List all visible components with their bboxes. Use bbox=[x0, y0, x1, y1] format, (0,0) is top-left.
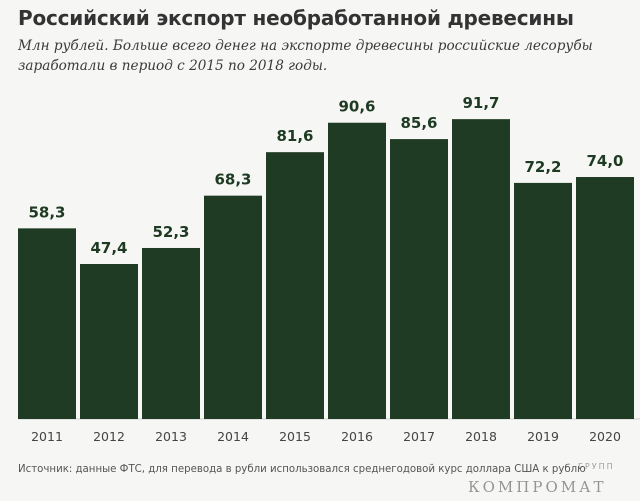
value-label-2015: 81,6 bbox=[276, 127, 313, 145]
value-label-2018: 91,7 bbox=[462, 94, 499, 112]
bar-2018 bbox=[452, 119, 510, 420]
x-tick-2012: 2012 bbox=[93, 429, 125, 444]
value-labels-group: 58,3 47,4 52,3 68,3 81,6 90,6 85,6 91,7 72,2 74,0 bbox=[28, 94, 623, 257]
bar-2016 bbox=[328, 122, 386, 419]
x-tick-2017: 2017 bbox=[403, 429, 435, 444]
bars-group bbox=[18, 119, 634, 420]
bar-2013 bbox=[142, 247, 200, 419]
bar-2019 bbox=[514, 182, 572, 419]
bar-2015 bbox=[266, 152, 324, 419]
watermark: КОМПРОМАТ bbox=[468, 478, 607, 496]
x-tick-2020: 2020 bbox=[589, 429, 621, 444]
value-label-2012: 47,4 bbox=[90, 239, 127, 257]
value-label-2020: 74,0 bbox=[586, 152, 623, 170]
x-tick-2013: 2013 bbox=[155, 429, 187, 444]
bar-2011 bbox=[18, 228, 76, 419]
value-label-2016: 90,6 bbox=[338, 98, 375, 116]
x-tick-2015: 2015 bbox=[279, 429, 311, 444]
bar-2017 bbox=[390, 139, 448, 419]
x-tick-2019: 2019 bbox=[527, 429, 559, 444]
source-note: Источник: данные ФТС, для перевода в руб… bbox=[18, 464, 586, 475]
bar-2012 bbox=[80, 264, 138, 419]
bar-2020 bbox=[576, 177, 634, 419]
bar-2014 bbox=[204, 195, 262, 419]
chart-title: Российский экспорт необработанной древес… bbox=[18, 6, 574, 30]
x-tick-2011: 2011 bbox=[31, 429, 63, 444]
chart-subtitle: Млн рублей. Больше всего денег на экспор… bbox=[18, 38, 593, 74]
value-label-2013: 52,3 bbox=[152, 223, 189, 241]
x-tick-2018: 2018 bbox=[465, 429, 497, 444]
x-tick-2016: 2016 bbox=[341, 429, 373, 444]
value-label-2017: 85,6 bbox=[400, 114, 437, 132]
value-label-2014: 68,3 bbox=[214, 171, 251, 189]
x-tick-2014: 2014 bbox=[217, 429, 249, 444]
watermark-small: ГРУПП bbox=[578, 462, 615, 471]
value-label-2011: 58,3 bbox=[28, 203, 65, 221]
x-tick-labels-group: 2011 2012 2013 2014 2015 2016 2017 2018 2019 2020 bbox=[31, 429, 621, 444]
value-label-2019: 72,2 bbox=[524, 158, 561, 176]
